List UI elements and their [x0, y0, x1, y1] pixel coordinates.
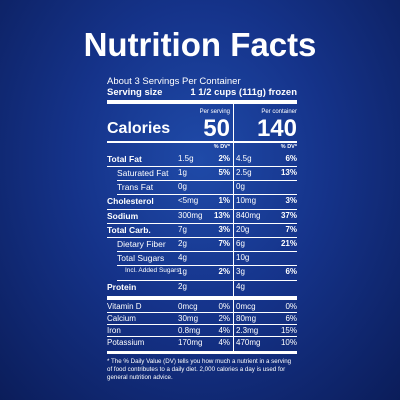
amount: 0mcg [178, 302, 198, 311]
daily-value: 7% [285, 225, 297, 234]
row-rule [117, 280, 297, 281]
row-rule [107, 312, 297, 313]
amount: 1g [178, 267, 187, 276]
amount: 0.8mg [178, 326, 201, 335]
calories-container: 140 [256, 115, 297, 142]
daily-value: 37% [280, 211, 297, 220]
daily-value: 13% [213, 211, 230, 220]
amount: 0mcg [236, 302, 256, 311]
servings: About 3 Servings Per Container [107, 76, 241, 87]
nutrient-name: Total Carb. [107, 225, 151, 235]
title: Nutrition Facts [83, 26, 317, 63]
amount: 2g [178, 282, 187, 291]
nutrient-name: Potassium [107, 338, 145, 347]
nutrient-name: Iron [107, 326, 121, 335]
daily-value: 13% [280, 168, 297, 177]
amount: 470mg [236, 338, 261, 347]
amount: 10mg [236, 196, 257, 205]
dv-heading: % DV* [213, 144, 230, 150]
daily-value: 21% [280, 239, 297, 248]
daily-value: 5% [218, 168, 230, 177]
daily-value: 15% [280, 326, 297, 335]
daily-value: 0% [218, 302, 230, 311]
amount: 30mg [178, 314, 199, 323]
row-rule [107, 166, 297, 167]
calories-label: Calories [107, 120, 171, 137]
amount: 7g [178, 225, 187, 234]
nutrient-name: Total Fat [107, 154, 142, 164]
daily-value: 7% [218, 239, 230, 248]
daily-value: 4% [218, 338, 230, 347]
amount: 2g [178, 239, 187, 248]
row-rule [107, 209, 297, 210]
amount: 3g [236, 267, 245, 276]
row-rule [107, 324, 297, 325]
daily-value: 2% [218, 267, 230, 276]
calories-serving: 50 [203, 115, 230, 142]
daily-value: 6% [285, 154, 297, 163]
amount: 0g [178, 182, 187, 191]
amount: 4g [236, 282, 245, 291]
amount: 2.5g [236, 168, 252, 177]
row-rule [107, 336, 297, 337]
daily-value: 0% [285, 302, 297, 311]
column-divider [233, 104, 234, 353]
nutrient-name: Total Sugars [117, 253, 165, 263]
nutrient-name: Cholesterol [107, 196, 154, 206]
daily-value: 2% [218, 154, 230, 163]
amount: 1g [178, 168, 187, 177]
row-rule [107, 223, 297, 224]
daily-value: 6% [285, 314, 297, 323]
row-rule [117, 180, 297, 181]
nutrient-name: Trans Fat [117, 182, 154, 192]
amount: 20g [236, 225, 250, 234]
row-rule [107, 237, 297, 238]
row-rule [117, 194, 297, 195]
amount: 4.5g [236, 154, 252, 163]
nutrient-name: Incl. Added Sugars [125, 267, 180, 274]
footnote: * The % Daily Value (DV) tells you how m… [107, 358, 292, 382]
serving-size: 1 1/2 cups (111g) frozen [190, 87, 297, 98]
daily-value: 10% [280, 338, 297, 347]
per-container: Per container [261, 109, 297, 115]
rule [107, 100, 297, 104]
dv-heading: % DV* [280, 144, 297, 150]
amount: 4g [178, 253, 187, 262]
daily-value: 6% [285, 267, 297, 276]
row-rule [117, 265, 297, 266]
nutrient-name: Dietary Fiber [117, 239, 166, 249]
nutrient-name: Vitamin D [107, 302, 142, 311]
amount: 1.5g [178, 154, 194, 163]
nutrient-name: Calcium [107, 314, 136, 323]
amount: <5mg [178, 196, 199, 205]
per-serving: Per serving [199, 109, 230, 115]
amount: 0g [236, 182, 245, 191]
daily-value: 1% [218, 196, 230, 205]
nutrient-name: Sodium [107, 211, 139, 221]
nutrient-name: Protein [107, 282, 137, 292]
rule [107, 141, 297, 143]
amount: 170mg [178, 338, 203, 347]
amount: 2.3mg [236, 326, 259, 335]
rule [107, 296, 297, 300]
nutrient-name: Saturated Fat [117, 168, 169, 178]
amount: 80mg [236, 314, 257, 323]
daily-value: 2% [218, 314, 230, 323]
amount: 6g [236, 239, 245, 248]
daily-value: 3% [218, 225, 230, 234]
daily-value: 3% [285, 196, 297, 205]
row-rule [117, 251, 297, 252]
daily-value: 4% [218, 326, 230, 335]
amount: 10g [236, 253, 250, 262]
amount: 300mg [178, 211, 203, 220]
rule [107, 351, 297, 354]
serving-size-label: Serving size [107, 87, 163, 98]
amount: 840mg [236, 211, 261, 220]
